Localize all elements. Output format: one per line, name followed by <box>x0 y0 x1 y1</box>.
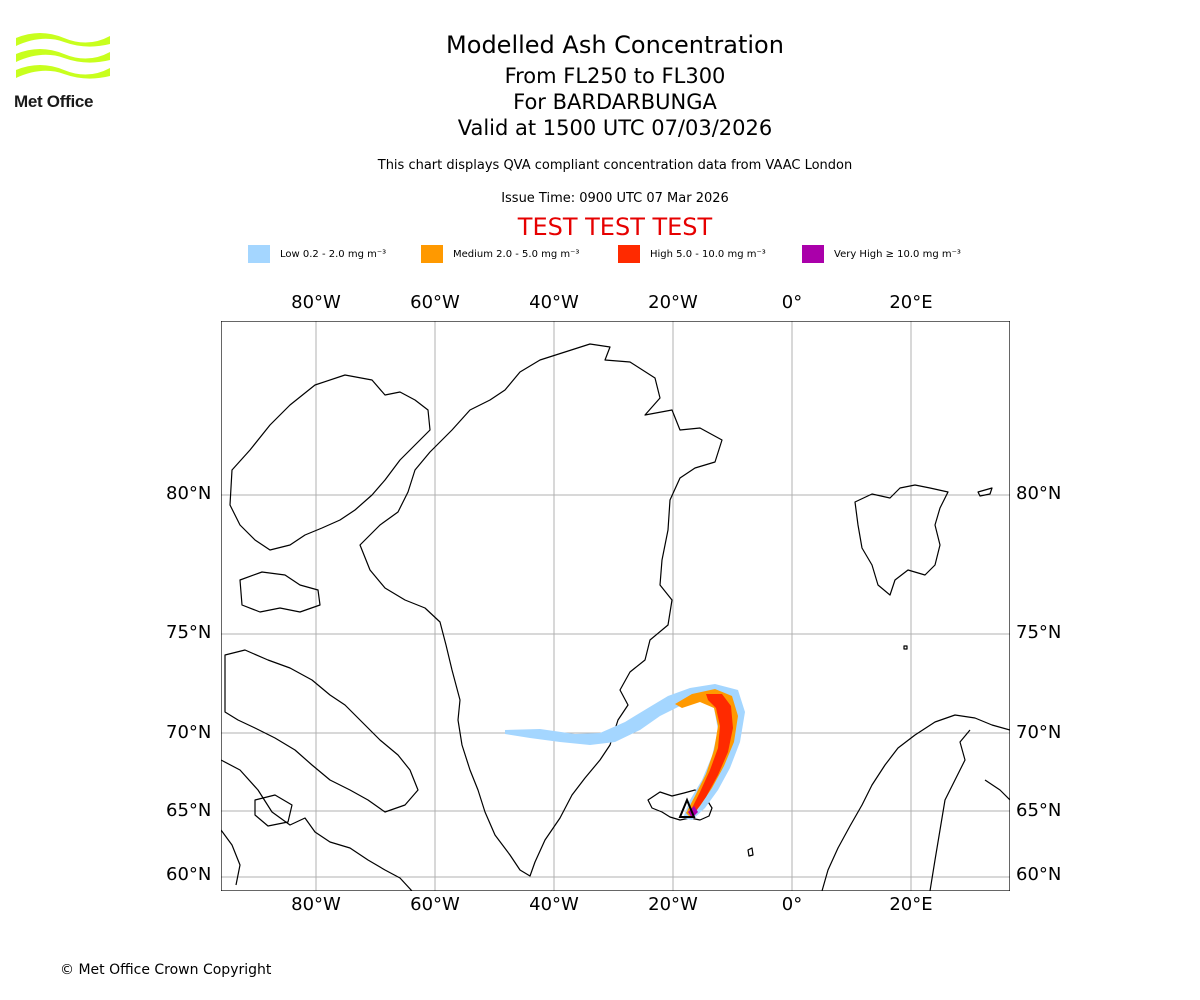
baffin-island-coastline <box>224 649 419 813</box>
triangle-icon <box>678 797 696 818</box>
volcano-name: For BARDARBUNGA <box>513 90 717 114</box>
legend-very-high-swatch <box>802 245 824 263</box>
ash-high <box>690 694 733 814</box>
nordaustlandet-coastline <box>977 487 993 497</box>
lon-label-top-80w: 80°W <box>291 292 341 313</box>
lon-label-bottom-0: 0° <box>781 894 803 915</box>
lon-label-top-60w: 60°W <box>410 292 460 313</box>
ash-map <box>221 321 1010 891</box>
finland-border <box>929 729 971 891</box>
copyright: © Met Office Crown Copyright <box>60 962 272 978</box>
lat-label-left-75n: 75°N <box>166 622 212 643</box>
lat-label-left-80n: 80°N <box>166 483 212 504</box>
canada-mainland-coastline <box>221 759 413 891</box>
lat-label-left-60n: 60°N <box>166 864 212 885</box>
southampton-coastline <box>254 794 293 827</box>
legend-low: Low 0.2 - 2.0 mg m⁻³ <box>248 244 386 264</box>
bear-island-coastline <box>903 645 908 650</box>
lat-label-right-70n: 70°N <box>1016 722 1062 743</box>
valid-time: Valid at 1500 UTC 07/03/2026 <box>457 116 773 140</box>
chart-title: Modelled Ash Concentration <box>446 31 784 59</box>
logo-text: Met Office <box>14 92 94 111</box>
lat-label-left-65n: 65°N <box>166 800 212 821</box>
legend-medium-label: Medium 2.0 - 5.0 mg m⁻³ <box>453 248 580 260</box>
flight-levels: From FL250 to FL300 <box>504 64 726 88</box>
test-banner: TEST TEST TEST <box>517 213 713 241</box>
devon-island-coastline <box>239 571 321 613</box>
svalbard-coastline <box>854 484 949 596</box>
map-gridlines <box>221 321 1010 891</box>
labrador-coastline <box>221 829 241 886</box>
faroe-islands-coastline <box>747 847 754 857</box>
ellesmere-coastline <box>229 374 431 551</box>
legend-medium: Medium 2.0 - 5.0 mg m⁻³ <box>421 244 579 264</box>
lon-label-bottom-60w: 60°W <box>410 894 460 915</box>
legend-high-label: High 5.0 - 10.0 mg m⁻³ <box>650 248 766 260</box>
lat-label-right-75n: 75°N <box>1016 622 1062 643</box>
met-office-logo <box>16 33 110 79</box>
lat-label-right-80n: 80°N <box>1016 483 1062 504</box>
scandinavia-coastline <box>821 714 1010 891</box>
lat-label-left-70n: 70°N <box>166 722 212 743</box>
lon-label-bottom-40w: 40°W <box>529 894 579 915</box>
lon-label-bottom-20w: 20°W <box>648 894 698 915</box>
lat-label-right-60n: 60°N <box>1016 864 1062 885</box>
qva-note: This chart displays QVA compliant concen… <box>377 158 853 173</box>
legend-very-high: Very High ≥ 10.0 mg m⁻³ <box>802 244 961 264</box>
legend-medium-swatch <box>421 245 443 263</box>
legend-low-label: Low 0.2 - 2.0 mg m⁻³ <box>280 248 387 260</box>
lon-label-top-40w: 40°W <box>529 292 579 313</box>
lon-label-top-20w: 20°W <box>648 292 698 313</box>
lon-label-top-0: 0° <box>781 292 803 313</box>
lon-label-top-20e: 20°E <box>889 292 933 313</box>
legend-very-high-label: Very High ≥ 10.0 mg m⁻³ <box>834 248 961 260</box>
lon-label-bottom-80w: 80°W <box>291 894 341 915</box>
lat-label-right-65n: 65°N <box>1016 800 1062 821</box>
iceland-coastline <box>647 789 713 821</box>
legend-high: High 5.0 - 10.0 mg m⁻³ <box>618 244 766 264</box>
map-frame <box>221 321 1010 891</box>
greenland-coastline <box>359 343 723 877</box>
legend-high-swatch <box>618 245 640 263</box>
legend-low-swatch <box>248 245 270 263</box>
lon-label-bottom-20e: 20°E <box>889 894 933 915</box>
ash-plume <box>505 684 745 820</box>
kola-coastline <box>984 779 1010 801</box>
issue-time: Issue Time: 0900 UTC 07 Mar 2026 <box>501 191 729 206</box>
